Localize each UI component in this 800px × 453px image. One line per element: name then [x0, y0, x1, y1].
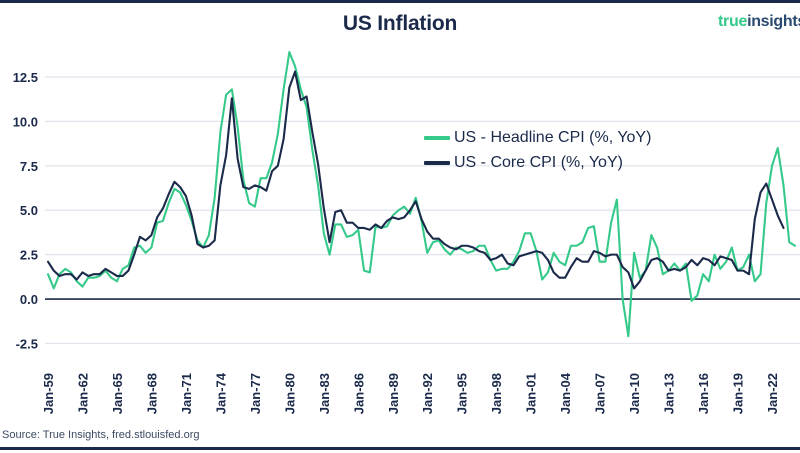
legend-swatch-headline — [424, 135, 450, 140]
line-chart-svg: -2.50.02.55.07.510.012.5 Jan-59 Jan-62 Jan… — [13, 51, 800, 414]
x-axis-tick-label: Jan-13 — [662, 373, 677, 414]
brand-logo-insights: insights — [747, 13, 800, 30]
x-axis-tick-label: Jan-80 — [282, 373, 297, 414]
x-axis-tick-label: Jan-59 — [41, 373, 56, 414]
x-axis-tick-label: Jan-65 — [110, 373, 125, 414]
x-axis-tick-label: Jan-86 — [351, 373, 366, 414]
source-note: Source: True Insights, fred.stlouisfed.o… — [2, 429, 200, 441]
brand-logo-true: true — [718, 13, 748, 30]
series-line — [46, 70, 785, 290]
x-axis-tick-label: Jan-10 — [627, 373, 642, 414]
x-axis-tick-label: Jan-83 — [317, 373, 332, 414]
chart-legend: US - Headline CPI (%, YoY) US - Core CPI… — [424, 125, 651, 175]
x-axis-tick-label: Jan-07 — [593, 373, 608, 414]
x-axis-tick-label: Jan-77 — [248, 373, 263, 414]
x-axis-tick-label: Jan-92 — [420, 373, 435, 414]
y-axis-tick-label: 2.5 — [20, 248, 38, 263]
x-axis-tick-label: Jan-74 — [213, 372, 228, 414]
y-axis-tick-label: 5.0 — [20, 203, 38, 218]
legend-item-headline[interactable]: US - Headline CPI (%, YoY) — [424, 125, 651, 150]
x-axis-tick-label: Jan-22 — [765, 373, 780, 414]
x-axis-tick-label: Jan-95 — [455, 373, 470, 414]
y-axis-tick-label: 7.5 — [20, 159, 38, 174]
brand-logo: trueinsights — [718, 13, 800, 31]
legend-item-core[interactable]: US - Core CPI (%, YoY) — [424, 150, 651, 175]
series-line — [46, 51, 797, 338]
legend-label-headline: US - Headline CPI (%, YoY) — [454, 128, 652, 146]
y-axis-tick-label: -2.5 — [16, 336, 38, 351]
y-axis-tick-label: 0.0 — [20, 292, 38, 307]
x-axis-tick-label: Jan-71 — [179, 373, 194, 414]
y-axis-tick-label: 10.0 — [13, 114, 38, 129]
x-axis-tick-label: Jan-19 — [731, 373, 746, 414]
x-axis-tick-label: Jan-16 — [696, 373, 711, 414]
page-title: US Inflation — [342, 12, 458, 35]
x-axis-tick-label: Jan-98 — [489, 373, 504, 414]
data-series — [46, 51, 797, 338]
x-axis-tick-label: Jan-62 — [76, 373, 91, 414]
x-axis-tick-label: Jan-68 — [144, 373, 159, 414]
legend-swatch-core — [424, 160, 450, 165]
x-axis-tick-label: Jan-01 — [524, 373, 539, 414]
x-axis-tick-labels: Jan-59 Jan-62 Jan-65 Jan-68 Jan-71 Jan-74 Jan-… — [41, 372, 780, 414]
plot-area: -2.5 0.0 2.5 5.0 7.5 10.0 12.5 Jan-59 Jan-62 Jan… — [0, 3, 800, 453]
y-axis-tick-label: 12.5 — [13, 70, 38, 85]
x-axis-tick-label: Jan-04 — [558, 372, 573, 414]
y-axis-tick-labels: -2.5 0.0 2.5 5.0 7.5 10.0 12.5 — [13, 70, 38, 351]
gridlines — [45, 76, 800, 345]
legend-label-core: US - Core CPI (%, YoY) — [454, 153, 623, 171]
x-axis-tick-label: Jan-89 — [386, 373, 401, 414]
